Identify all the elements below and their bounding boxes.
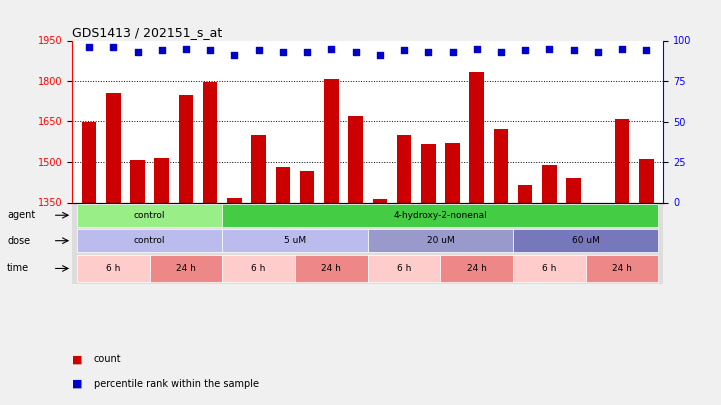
Bar — [494, 128, 508, 202]
Bar — [300, 171, 314, 202]
Text: control: control — [134, 211, 165, 220]
Point — [398, 47, 410, 53]
Bar — [421, 145, 435, 202]
Point — [495, 49, 507, 55]
Bar — [368, 229, 513, 252]
Bar — [441, 255, 513, 282]
Point — [374, 52, 386, 58]
Bar — [513, 255, 585, 282]
Bar — [275, 167, 290, 202]
Bar — [252, 135, 266, 202]
Point — [616, 45, 628, 52]
Point — [107, 44, 119, 50]
Point — [568, 47, 580, 53]
Bar — [222, 204, 658, 227]
Text: 60 uM: 60 uM — [572, 236, 600, 245]
Text: count: count — [94, 354, 121, 364]
Point — [84, 44, 95, 50]
Bar — [469, 72, 484, 202]
Bar — [513, 229, 658, 252]
Text: ■: ■ — [72, 379, 83, 389]
Bar — [615, 119, 629, 202]
Bar — [227, 198, 242, 202]
Bar — [348, 115, 363, 202]
Point — [544, 45, 555, 52]
Bar — [222, 255, 295, 282]
Text: time: time — [7, 264, 30, 273]
Point — [592, 49, 603, 55]
Bar — [567, 178, 581, 202]
Text: ■: ■ — [72, 354, 83, 364]
Point — [156, 47, 167, 53]
Text: 24 h: 24 h — [176, 264, 196, 273]
Point — [229, 52, 240, 58]
Point — [253, 47, 265, 53]
Bar — [368, 255, 441, 282]
Bar — [77, 255, 150, 282]
Text: 6 h: 6 h — [106, 264, 120, 273]
Bar — [77, 204, 222, 227]
Bar — [585, 255, 658, 282]
Bar — [150, 255, 222, 282]
Text: 24 h: 24 h — [322, 264, 341, 273]
Bar — [203, 82, 218, 202]
Text: 6 h: 6 h — [397, 264, 411, 273]
Point — [471, 45, 482, 52]
Point — [326, 45, 337, 52]
Text: 6 h: 6 h — [252, 264, 266, 273]
Bar — [295, 255, 368, 282]
Point — [301, 49, 313, 55]
Bar — [542, 165, 557, 202]
Bar — [373, 199, 387, 202]
Point — [640, 47, 652, 53]
Bar — [397, 135, 411, 202]
Text: dose: dose — [7, 236, 30, 246]
Text: 24 h: 24 h — [466, 264, 487, 273]
Text: percentile rank within the sample: percentile rank within the sample — [94, 379, 259, 389]
Bar — [446, 143, 460, 202]
Bar — [222, 229, 368, 252]
Text: 24 h: 24 h — [612, 264, 632, 273]
Bar — [639, 159, 654, 202]
Text: control: control — [134, 236, 165, 245]
Bar — [131, 160, 145, 202]
Text: GDS1413 / 202151_s_at: GDS1413 / 202151_s_at — [72, 26, 222, 39]
Bar — [518, 185, 533, 202]
Bar — [179, 94, 193, 202]
Text: 5 uM: 5 uM — [284, 236, 306, 245]
Point — [180, 45, 192, 52]
Point — [205, 47, 216, 53]
Point — [423, 49, 434, 55]
Text: 4-hydroxy-2-nonenal: 4-hydroxy-2-nonenal — [394, 211, 487, 220]
Point — [132, 49, 143, 55]
Bar — [77, 229, 222, 252]
Point — [277, 49, 288, 55]
Bar — [154, 158, 169, 202]
Bar — [106, 93, 120, 202]
Text: 20 uM: 20 uM — [427, 236, 454, 245]
Bar — [81, 122, 97, 202]
Point — [519, 47, 531, 53]
Point — [447, 49, 459, 55]
Text: agent: agent — [7, 210, 35, 220]
Point — [350, 49, 361, 55]
Bar — [324, 79, 339, 202]
Text: 6 h: 6 h — [542, 264, 557, 273]
